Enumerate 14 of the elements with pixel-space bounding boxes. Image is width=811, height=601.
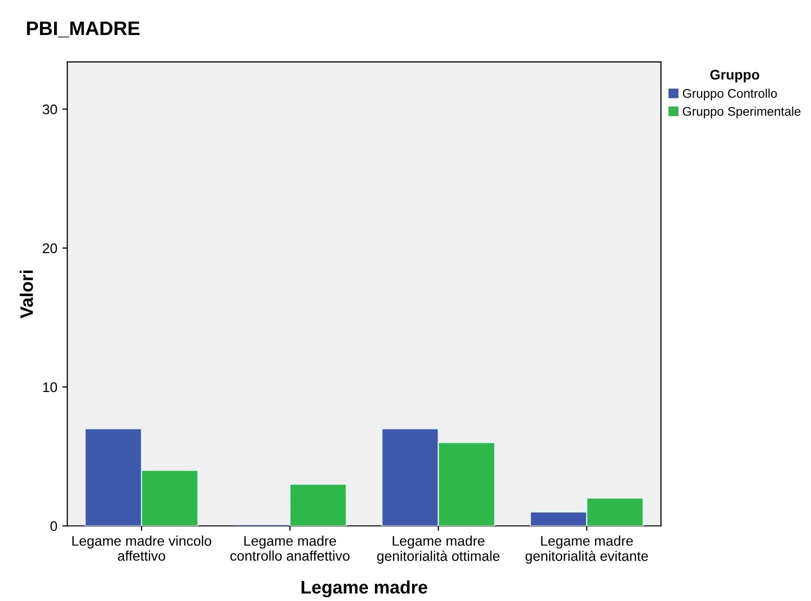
chart-title: PBI_MADRE <box>27 22 140 38</box>
legend-label: Gruppo Sperimentale <box>682 106 800 118</box>
legend-title: Gruppo <box>710 70 760 82</box>
x-tick-label: Legame madre genitorialità ottimale <box>377 536 500 564</box>
x-axis-title: Legame madre <box>302 580 428 598</box>
x-tick-label: Legame madre vincolo affettivo <box>72 536 212 561</box>
x-tick-label: Legame madre controllo anaffettivo <box>230 536 350 561</box>
y-tick-label: 0 <box>50 521 58 532</box>
legend-label: Gruppo Controllo <box>682 88 777 100</box>
y-axis-title: Valori <box>20 270 34 318</box>
x-tick-label: Legame madre genitorialità evitante <box>526 536 648 564</box>
y-tick-label: 20 <box>42 243 58 254</box>
y-tick-label: 10 <box>43 382 58 392</box>
y-tick-label: 30 <box>42 104 58 114</box>
